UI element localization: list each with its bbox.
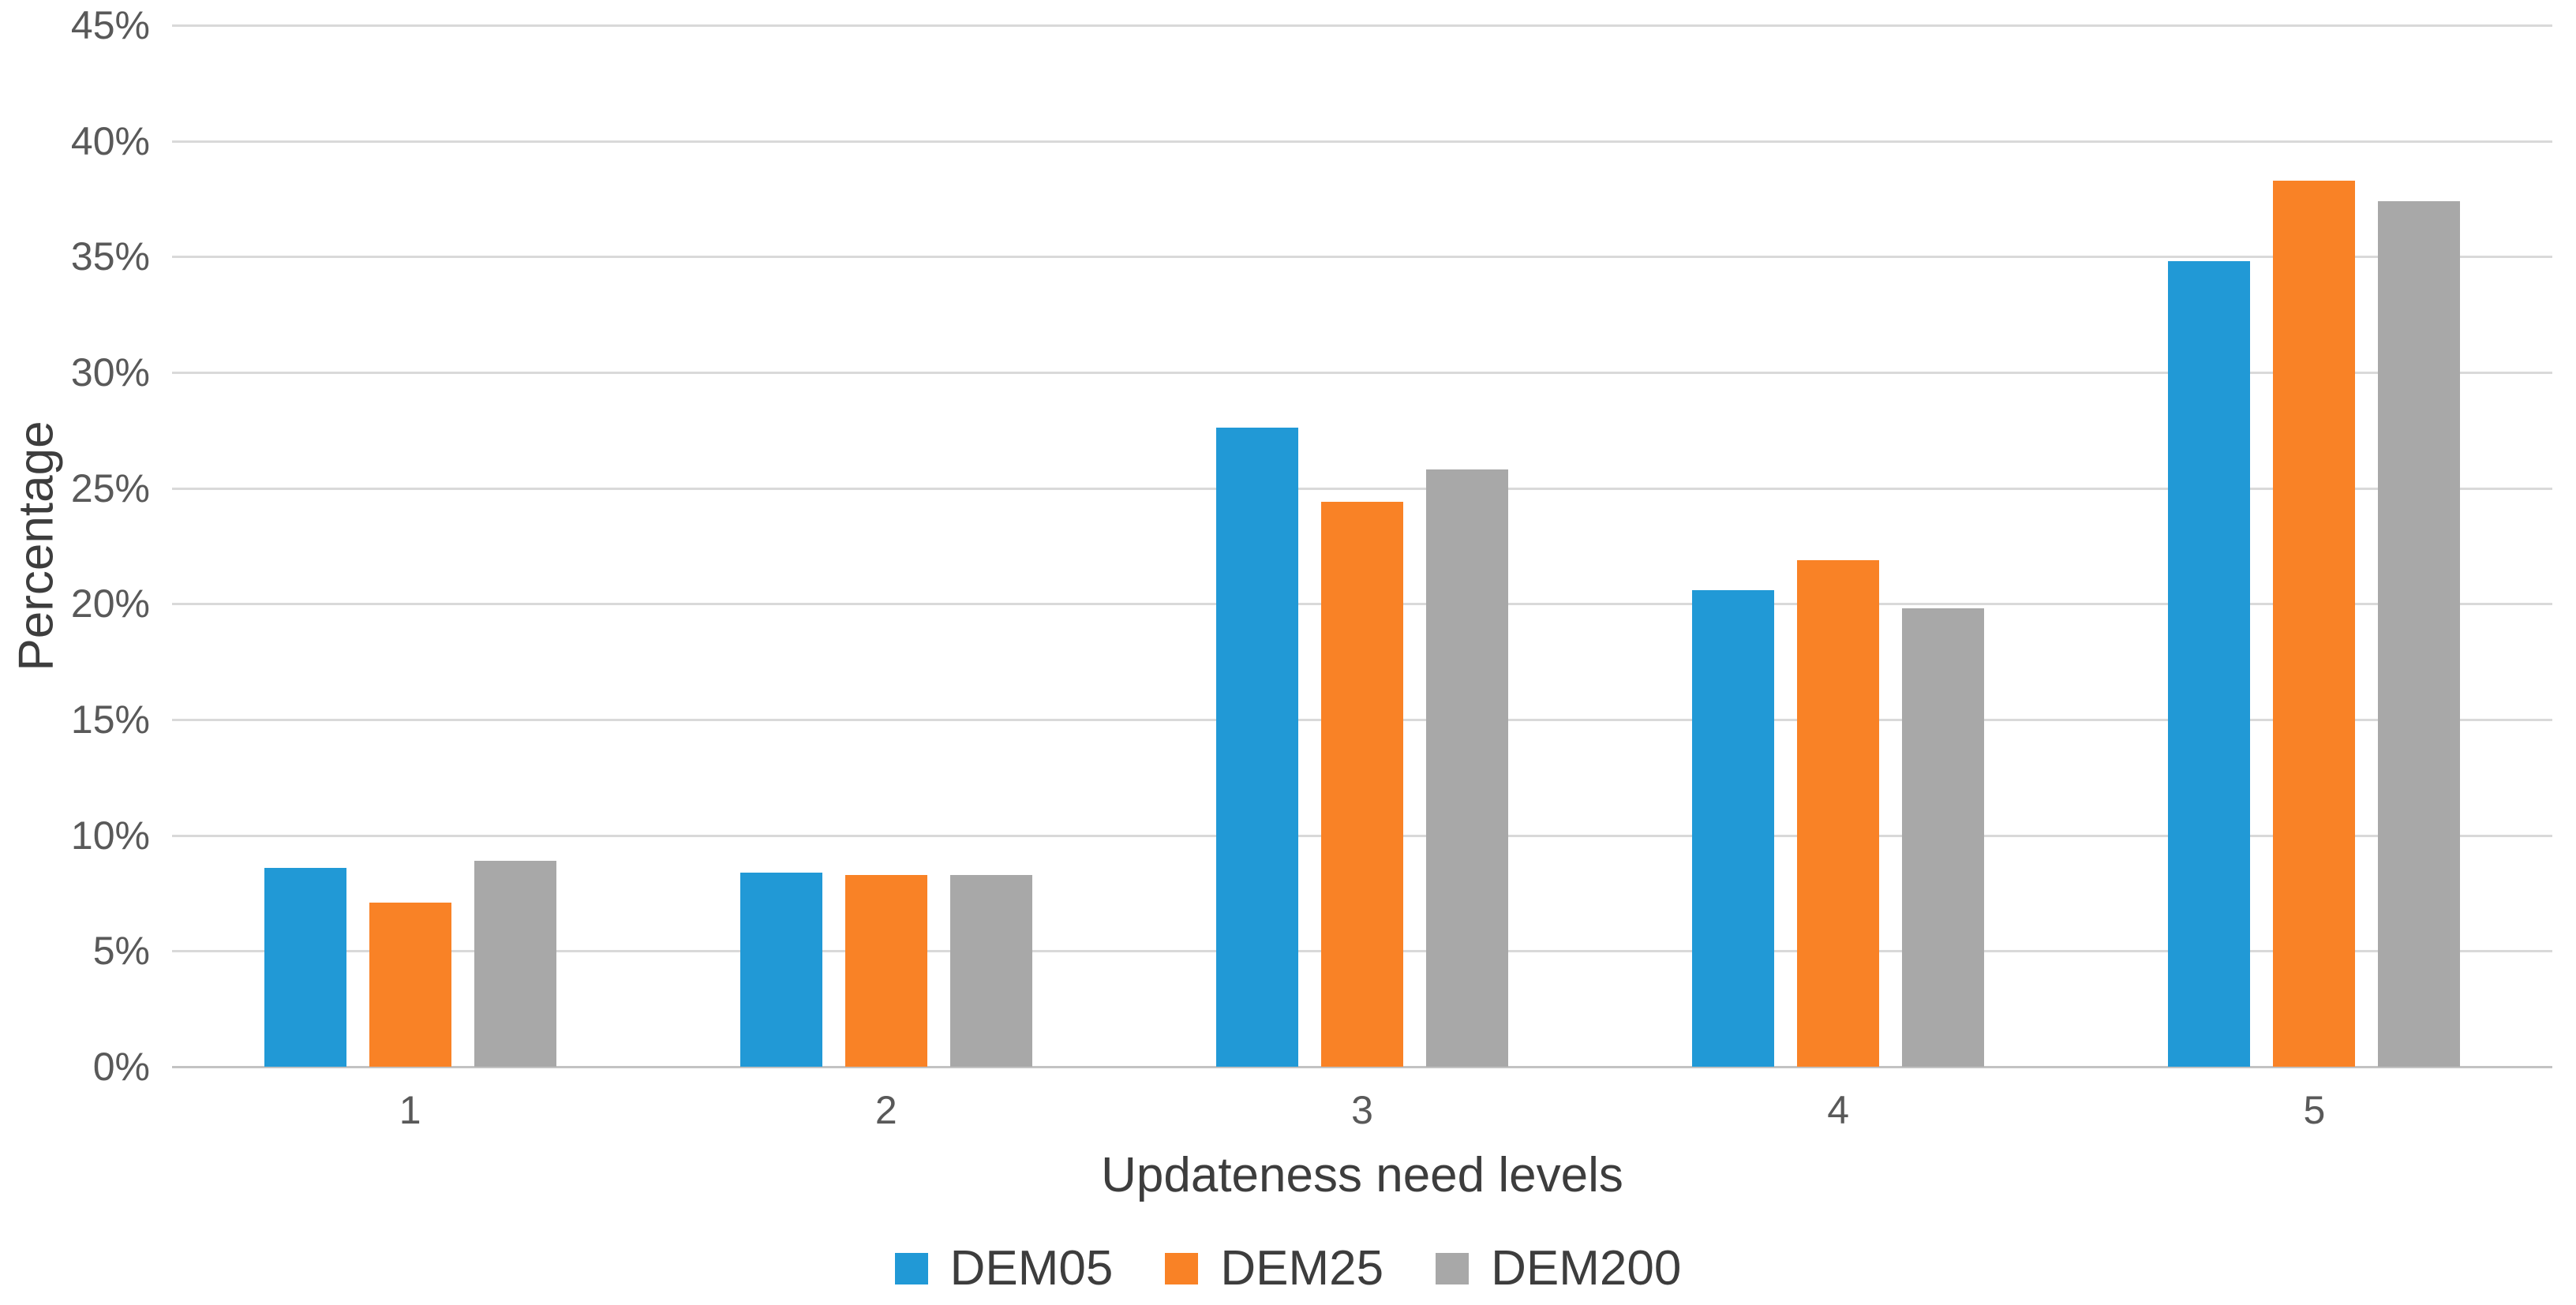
y-tick-label: 10%	[70, 813, 150, 858]
x-tick-label: 5	[2303, 1088, 2326, 1132]
category-slot-4	[1601, 25, 2076, 1067]
y-tick-label: 15%	[70, 697, 150, 742]
legend-swatch-dem25	[1165, 1252, 1199, 1284]
y-tick-label: 40%	[70, 118, 150, 163]
bar-dem05-category-3	[1216, 428, 1298, 1067]
legend-item-dem25: DEM25	[1165, 1240, 1383, 1296]
gridline	[172, 487, 2552, 490]
x-axis-line	[172, 1066, 2552, 1068]
bar-dem200-category-3	[1426, 469, 1508, 1067]
bar-dem05-category-1	[264, 867, 346, 1067]
legend-label: DEM05	[949, 1241, 1114, 1296]
legend-swatch-dem05	[894, 1252, 928, 1284]
gridline	[172, 372, 2552, 374]
gridline	[172, 256, 2552, 259]
bar-group-3	[1216, 25, 1508, 1067]
bar-group-5	[2168, 25, 2461, 1067]
y-tick-label: 5%	[92, 929, 150, 974]
legend-swatch-dem200	[1436, 1252, 1470, 1284]
y-tick-label: 45%	[70, 3, 150, 47]
bar-group-1	[264, 25, 556, 1067]
plot-area	[172, 24, 2552, 1068]
gridline	[172, 24, 2552, 27]
bar-dem25-category-1	[369, 902, 451, 1067]
bar-dem200-category-1	[474, 860, 556, 1067]
legend-item-dem200: DEM200	[1436, 1240, 1681, 1296]
legend-label: DEM200	[1491, 1241, 1682, 1296]
bar-dem25-category-2	[844, 874, 927, 1067]
y-tick-label: 20%	[70, 581, 150, 626]
bar-dem05-category-4	[1692, 589, 1775, 1067]
bar-dem05-category-5	[2168, 261, 2251, 1067]
y-tick-label: 0%	[92, 1045, 150, 1089]
bar-dem25-category-5	[2273, 180, 2356, 1067]
legend: DEM05 DEM25 DEM200	[0, 1240, 2576, 1296]
legend-item-dem05: DEM05	[894, 1240, 1114, 1296]
x-tick-label: 3	[1351, 1088, 1373, 1132]
category-slot-2	[648, 25, 1124, 1067]
x-axis-title: Updateness need levels	[1101, 1148, 1623, 1202]
bar-group-4	[1692, 25, 1985, 1067]
bar-groups	[172, 25, 2552, 1067]
y-tick-label: 25%	[70, 466, 150, 510]
x-tick-label: 4	[1827, 1088, 1850, 1132]
bar-dem25-category-4	[1797, 559, 1880, 1067]
y-tick-label: 35%	[70, 234, 150, 279]
category-slot-1	[172, 25, 648, 1067]
bar-group-2	[739, 25, 1032, 1067]
y-axis-tick-labels: 0% 5% 10% 15% 20% 25% 30% 35% 40% 45%	[0, 0, 150, 1305]
category-slot-3	[1124, 25, 1600, 1067]
x-tick-label: 1	[399, 1088, 421, 1132]
x-tick-label: 2	[874, 1088, 897, 1132]
y-tick-label: 30%	[70, 350, 150, 394]
gridline	[172, 140, 2552, 143]
bar-dem200-category-2	[949, 874, 1032, 1067]
bar-dem05-category-2	[739, 872, 822, 1067]
category-slot-5	[2076, 25, 2552, 1067]
bar-dem200-category-4	[1902, 608, 1985, 1067]
x-axis-tick-labels: 1 2 3 4 5	[172, 1087, 2552, 1133]
bar-dem25-category-3	[1321, 502, 1403, 1067]
bar-dem200-category-5	[2378, 200, 2461, 1067]
legend-label: DEM25	[1220, 1241, 1384, 1296]
